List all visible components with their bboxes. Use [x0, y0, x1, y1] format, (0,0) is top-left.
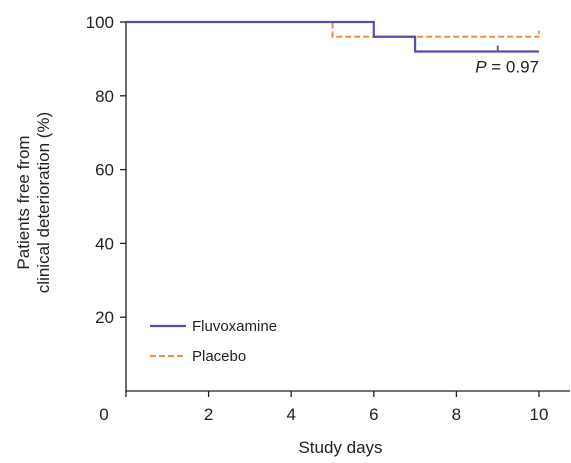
x-tick-label-10: 10	[530, 405, 549, 424]
x-tick-label-6: 6	[369, 405, 378, 424]
legend: Fluvoxamine Placebo	[150, 318, 277, 365]
series-line-placebo	[126, 21, 539, 38]
p-value: = 0.97	[487, 57, 539, 76]
legend-label-fluvoxamine: Fluvoxamine	[192, 318, 277, 335]
y-axis-title-line-2: clinical deterioration (%)	[34, 112, 53, 293]
series-line-fluvoxamine	[126, 20, 539, 53]
axes	[120, 21, 570, 397]
y-axis-title: Patients free from clinical deterioratio…	[14, 112, 53, 293]
x-tick-label-2: 2	[204, 405, 213, 424]
origin-tick-label: 0	[99, 405, 108, 424]
y-axis-title-line-1: Patients free from	[14, 135, 33, 269]
x-tick-label-8: 8	[452, 405, 461, 424]
series-layer	[126, 20, 540, 53]
y-tick-label-60: 60	[95, 161, 114, 180]
x-tick-label-4: 4	[286, 405, 295, 424]
x-axis-title: Study days	[298, 438, 382, 457]
p-symbol: P	[475, 57, 487, 76]
legend-label-placebo: Placebo	[192, 348, 246, 365]
y-tick-label-100: 100	[86, 13, 114, 32]
y-tick-label-80: 80	[95, 87, 114, 106]
p-value-annotation: P = 0.97	[475, 57, 539, 76]
y-tick-label-20: 20	[95, 308, 114, 327]
y-tick-label-40: 40	[95, 234, 114, 253]
